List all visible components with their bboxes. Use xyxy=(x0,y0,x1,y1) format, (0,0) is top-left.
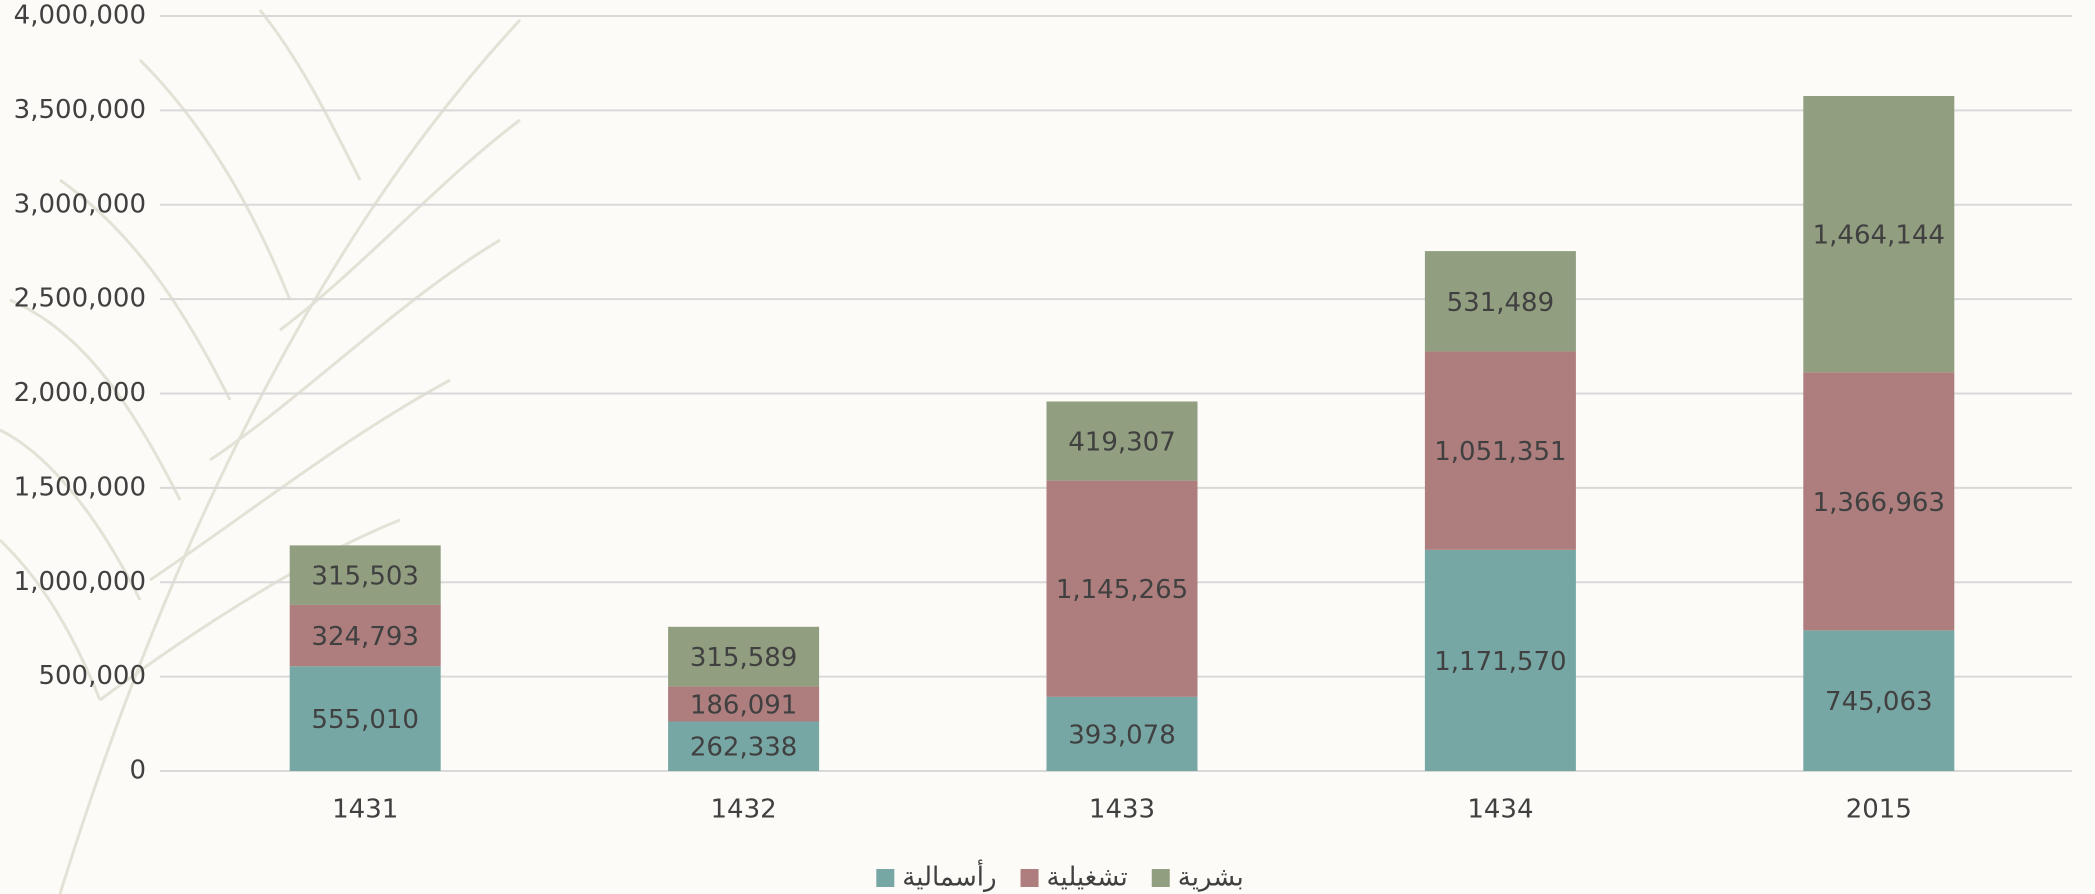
y-tick-label: 3,500,000 xyxy=(14,95,146,125)
y-tick-label: 500,000 xyxy=(38,661,146,691)
data-label: 262,338 xyxy=(690,733,798,763)
y-tick-label: 1,500,000 xyxy=(14,472,146,502)
y-tick-label: 3,000,000 xyxy=(14,189,146,219)
x-tick-label: 1432 xyxy=(711,795,777,825)
legend-swatch xyxy=(1152,869,1170,887)
legend-label: بشرية xyxy=(1178,863,1244,893)
legend-swatch xyxy=(876,869,894,887)
data-label: 1,051,351 xyxy=(1434,437,1566,467)
x-tick-label: 1434 xyxy=(1467,795,1533,825)
x-tick-label: 1433 xyxy=(1089,795,1155,825)
data-label: 1,366,963 xyxy=(1813,488,1945,518)
x-tick-label: 2015 xyxy=(1846,795,1912,825)
data-label: 1,145,265 xyxy=(1056,575,1188,605)
data-label: 186,091 xyxy=(690,690,798,720)
y-tick-label: 1,000,000 xyxy=(14,567,146,597)
data-label: 555,010 xyxy=(311,705,419,735)
data-label: 315,589 xyxy=(690,643,798,673)
y-tick-label: 0 xyxy=(129,756,146,786)
y-tick-label: 2,000,000 xyxy=(14,378,146,408)
chart: 0 500,000 1,000,000 1,500,000 2,000,000 2,500… xyxy=(0,0,2095,894)
y-tick-label: 4,000,000 xyxy=(14,1,146,31)
data-label: 315,503 xyxy=(311,562,419,592)
legend-label: رأسمالية xyxy=(902,859,996,893)
legend-swatch xyxy=(1021,869,1039,887)
data-label: 393,078 xyxy=(1068,720,1176,750)
y-tick-label: 2,500,000 xyxy=(14,284,146,314)
legend-label: تشغيلية xyxy=(1047,863,1128,893)
x-tick-label: 1431 xyxy=(332,795,398,825)
data-label: 1,171,570 xyxy=(1434,647,1566,677)
data-label: 531,489 xyxy=(1447,288,1555,318)
data-label: 324,793 xyxy=(311,622,419,652)
data-label: 1,464,144 xyxy=(1813,221,1945,251)
data-label: 419,307 xyxy=(1068,428,1176,458)
data-label: 745,063 xyxy=(1825,687,1933,717)
